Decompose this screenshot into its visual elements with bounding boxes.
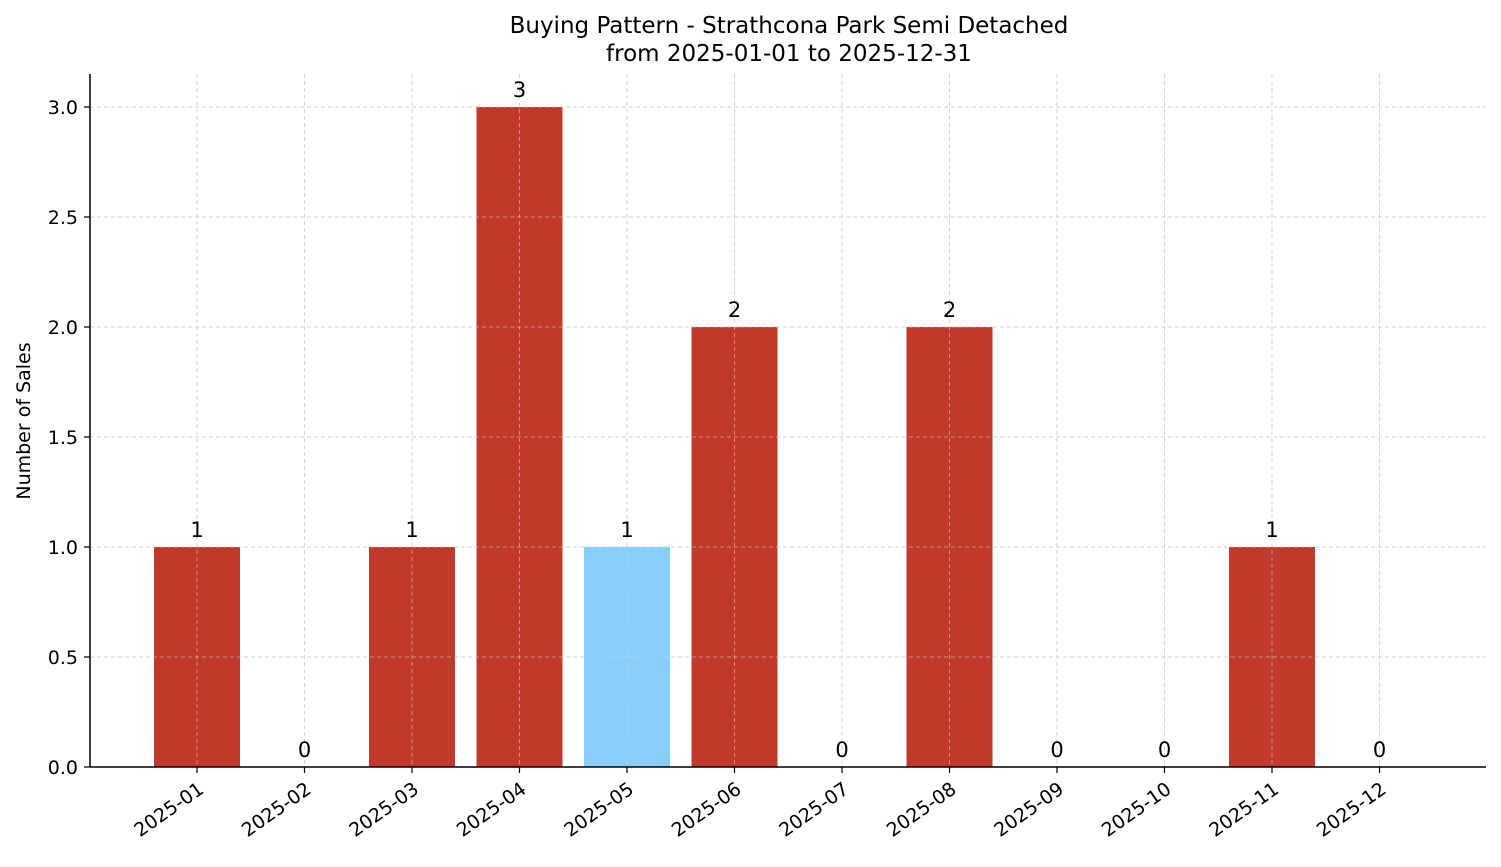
bar-value-label: 2 [943, 298, 956, 322]
bar-value-label: 0 [1158, 738, 1171, 762]
bar-value-label: 2 [728, 298, 741, 322]
x-tick-label: 2025-02 [238, 778, 316, 842]
y-tick-label: 0.0 [48, 757, 78, 779]
chart-subtitle: from 2025-01-01 to 2025-12-31 [606, 41, 972, 67]
bar-value-label: 1 [620, 518, 633, 542]
x-tick-label: 2025-01 [130, 778, 208, 842]
bar-value-label: 0 [1373, 738, 1386, 762]
axis-layer [84, 74, 1486, 773]
x-tick-label: 2025-04 [453, 778, 531, 842]
bar-value-label: 1 [405, 518, 418, 542]
x-tick-label: 2025-05 [560, 778, 638, 842]
x-tick-label: 2025-09 [990, 778, 1068, 842]
bar-value-label: 0 [1050, 738, 1063, 762]
x-tick-label: 2025-06 [668, 778, 746, 842]
chart-title: Buying Pattern - Strathcona Park Semi De… [510, 13, 1069, 39]
x-tick-label: 2025-10 [1098, 778, 1176, 842]
x-tick-label: 2025-03 [345, 778, 423, 842]
x-tick-label: 2025-07 [775, 778, 853, 842]
bar-value-label: 0 [298, 738, 311, 762]
y-tick-label: 3.0 [48, 97, 78, 119]
bar-value-label: 0 [835, 738, 848, 762]
y-tick-label: 2.0 [48, 317, 78, 339]
bar-value-label: 3 [513, 78, 526, 102]
y-tick-label: 1.5 [48, 427, 78, 449]
bar-value-label: 1 [1265, 518, 1278, 542]
y-tick-label: 2.5 [48, 207, 78, 229]
x-tick-label: 2025-12 [1313, 778, 1391, 842]
x-tick-label: 2025-08 [883, 778, 961, 842]
y-tick-label: 0.5 [48, 647, 78, 669]
y-tick-label: 1.0 [48, 537, 78, 559]
y-axis-label: Number of Sales [13, 342, 35, 499]
x-tick-label: 2025-11 [1205, 778, 1283, 842]
bar-value-label: 1 [190, 518, 203, 542]
